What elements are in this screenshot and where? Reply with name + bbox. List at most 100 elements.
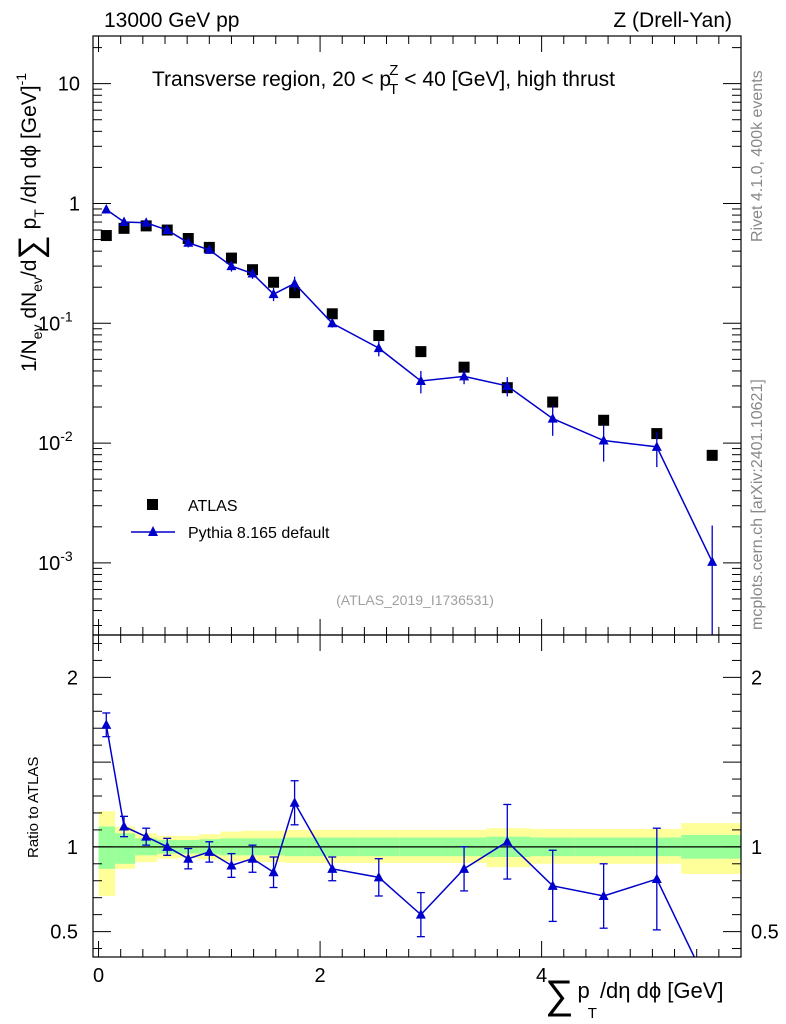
atlas-point-12 [415,346,427,358]
ylabel-b: dN [18,292,41,325]
ratio-y-tick-label-right-2: 2 [751,667,762,689]
ratio-point-3 [162,841,173,851]
atlas-point-15 [547,396,559,408]
y-tick-label-exp-2: -1 [60,308,73,324]
ratio-point-17 [651,873,662,884]
ratio-plot-area [93,811,741,896]
main-ylabel: 1/Nev dNev/d∑ pT /dη dϕ [GeV]-1 [12,73,50,372]
ratio-point-1 [119,821,130,831]
ratio-point-16 [598,890,609,900]
watermark: (ATLAS_2019_I1736531) [336,592,494,608]
atlas-point-18 [706,449,718,461]
y-tick-label-base-2: 10 [38,313,60,335]
ratio-point-13 [459,863,470,873]
ratio-point-5 [204,846,215,856]
pythia-point-17 [651,441,662,451]
ratio-y-tick-label-right-0: 0.5 [751,922,779,944]
legend: ATLAS Pythia 8.165 default [131,498,330,542]
x-tick-label-2: 4 [536,965,547,987]
ratio-y-tick-label-left-0: 0.5 [50,922,78,944]
header-left: 13000 GeV pp [104,9,239,32]
legend-atlas-label: ATLAS [188,498,238,515]
ylabel-a-sub: ev [29,325,45,340]
pythia-point-7 [247,268,258,278]
xlabel-p: p [578,978,590,1003]
pythia-point-4 [183,237,194,247]
pythia-point-15 [547,413,558,423]
pythia-point-18 [707,556,718,566]
atlas-point-9 [289,287,301,299]
ratio-point-15 [547,880,558,890]
atlas-point-11 [373,330,385,342]
y-tick-label-base-1: 10 [38,433,60,455]
y-tick-label-base-0: 10 [38,553,60,575]
y-tick-label-exp-0: -3 [60,548,73,564]
ratio-point-7 [247,853,258,863]
y-tick-label-exp-1: -2 [60,428,73,444]
mcplots-label: mcplots.cern.ch [arXiv:2401.10621] [749,379,766,630]
atlas-point-8 [268,276,280,288]
x-tick-label-1: 2 [315,965,326,987]
x-tick-label-0: 0 [93,965,104,987]
atlas-point-0 [100,230,112,242]
title-sub: T [389,81,398,98]
y-tick-label-2: 10-1 [38,308,73,335]
ratio-point-12 [415,909,426,919]
pythia-point-6 [226,260,237,271]
ylabel-sigma: ∑ [12,235,50,259]
pythia-point-1 [119,216,130,227]
pythia-point-11 [373,342,384,353]
pythia-point-13 [459,370,470,381]
ratio-point-4 [183,853,194,863]
main-plot-marks [100,204,718,635]
xlabel-rest: /dη dϕ [GeV] [600,978,724,1003]
green-band-0 [98,826,116,869]
xlabel-sigma: ∑ [545,973,574,1017]
pythia-point-14 [502,380,513,390]
atlas-point-1 [118,222,130,234]
ylabel-p-sub: T [31,209,47,218]
ylabel-d: /dη dϕ [GeV] [18,85,41,209]
ylabel-c: /d [18,260,41,278]
xlabel: ∑ p T/dη dϕ [GeV] [545,973,724,1022]
ratio-y-tick-label-left-1: 1 [67,837,78,859]
ylabel-b-sub: ev [29,277,45,292]
header-right: Z (Drell-Yan) [613,9,732,32]
ratio-y-tick-label-right-1: 1 [751,837,762,859]
pythia-point-2 [141,217,152,227]
ratio-series-group [101,712,696,957]
title-post: < 40 [GeV], high thrust [398,68,615,91]
y-tick-label-0: 10-3 [38,548,73,575]
legend-pythia-label: Pythia 8.165 default [188,525,330,542]
title-sup: Z [389,62,398,79]
atlas-point-13 [458,361,470,373]
ratio-plot-marks [101,712,696,957]
ratio-point-10 [327,863,338,873]
pythia-point-0 [101,204,112,214]
ylabel-a: 1/N [18,339,41,372]
main-frame [92,35,742,636]
legend-pythia-marker [148,526,158,536]
ratio-point-2 [141,831,152,841]
pythia-point-12 [415,375,426,385]
ratio-y-tick-label-left-2: 2 [67,667,78,689]
ratio-point-8 [268,866,279,877]
ratio-point-0 [101,719,112,729]
ratio-frame [92,634,742,958]
pythia-point-10 [327,317,338,328]
pythia-point-5 [204,244,215,254]
ylabel-p: p [18,218,41,236]
atlas-point-6 [225,252,237,264]
pythia-point-16 [598,435,609,445]
legend-atlas-marker [147,499,158,510]
pythia-point-8 [268,288,279,299]
ratio-ylabel: Ratio to ATLAS [25,757,42,858]
ratio-point-9 [289,797,300,807]
ratio-point-6 [226,859,237,870]
ylabel-sup: -1 [13,73,29,86]
ratio-point-14 [502,836,513,846]
ratio-point-11 [373,871,384,882]
y-tick-label-1: 10-2 [38,428,73,455]
